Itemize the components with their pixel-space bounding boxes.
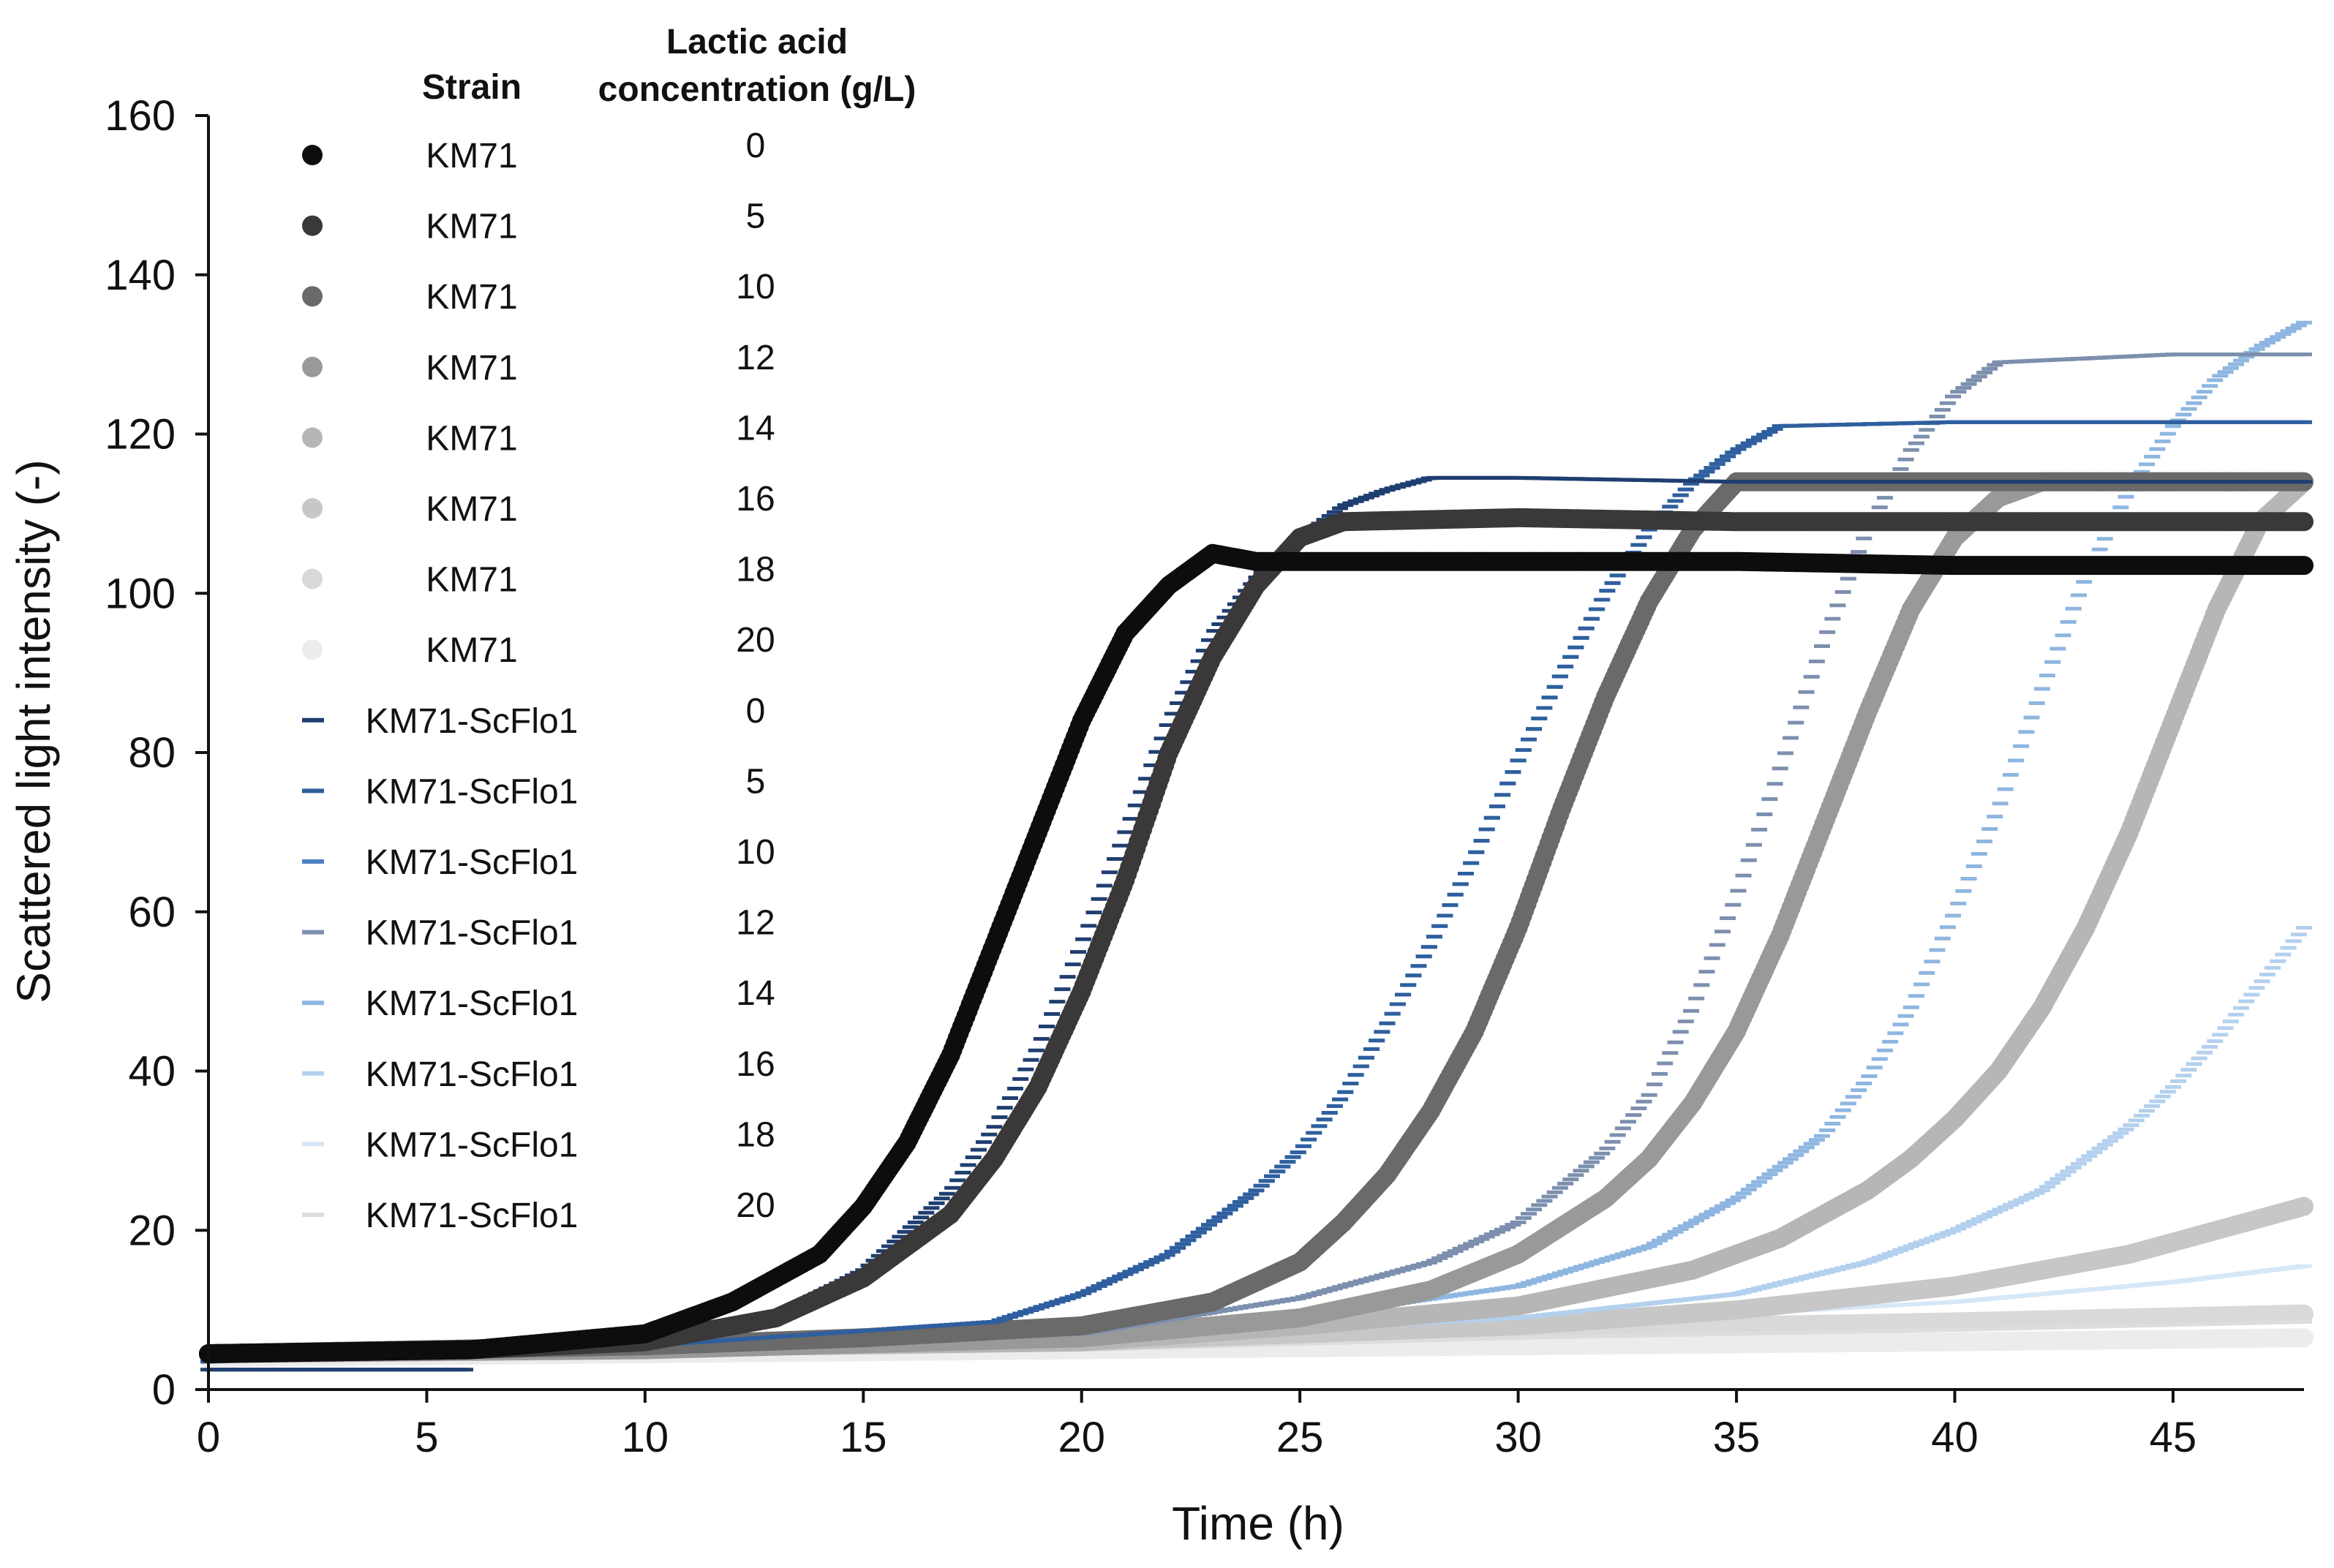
data-point bbox=[2295, 1328, 2314, 1348]
plot-area bbox=[199, 320, 2314, 1372]
data-point bbox=[2295, 1196, 2314, 1216]
data-point bbox=[2295, 1304, 2314, 1324]
